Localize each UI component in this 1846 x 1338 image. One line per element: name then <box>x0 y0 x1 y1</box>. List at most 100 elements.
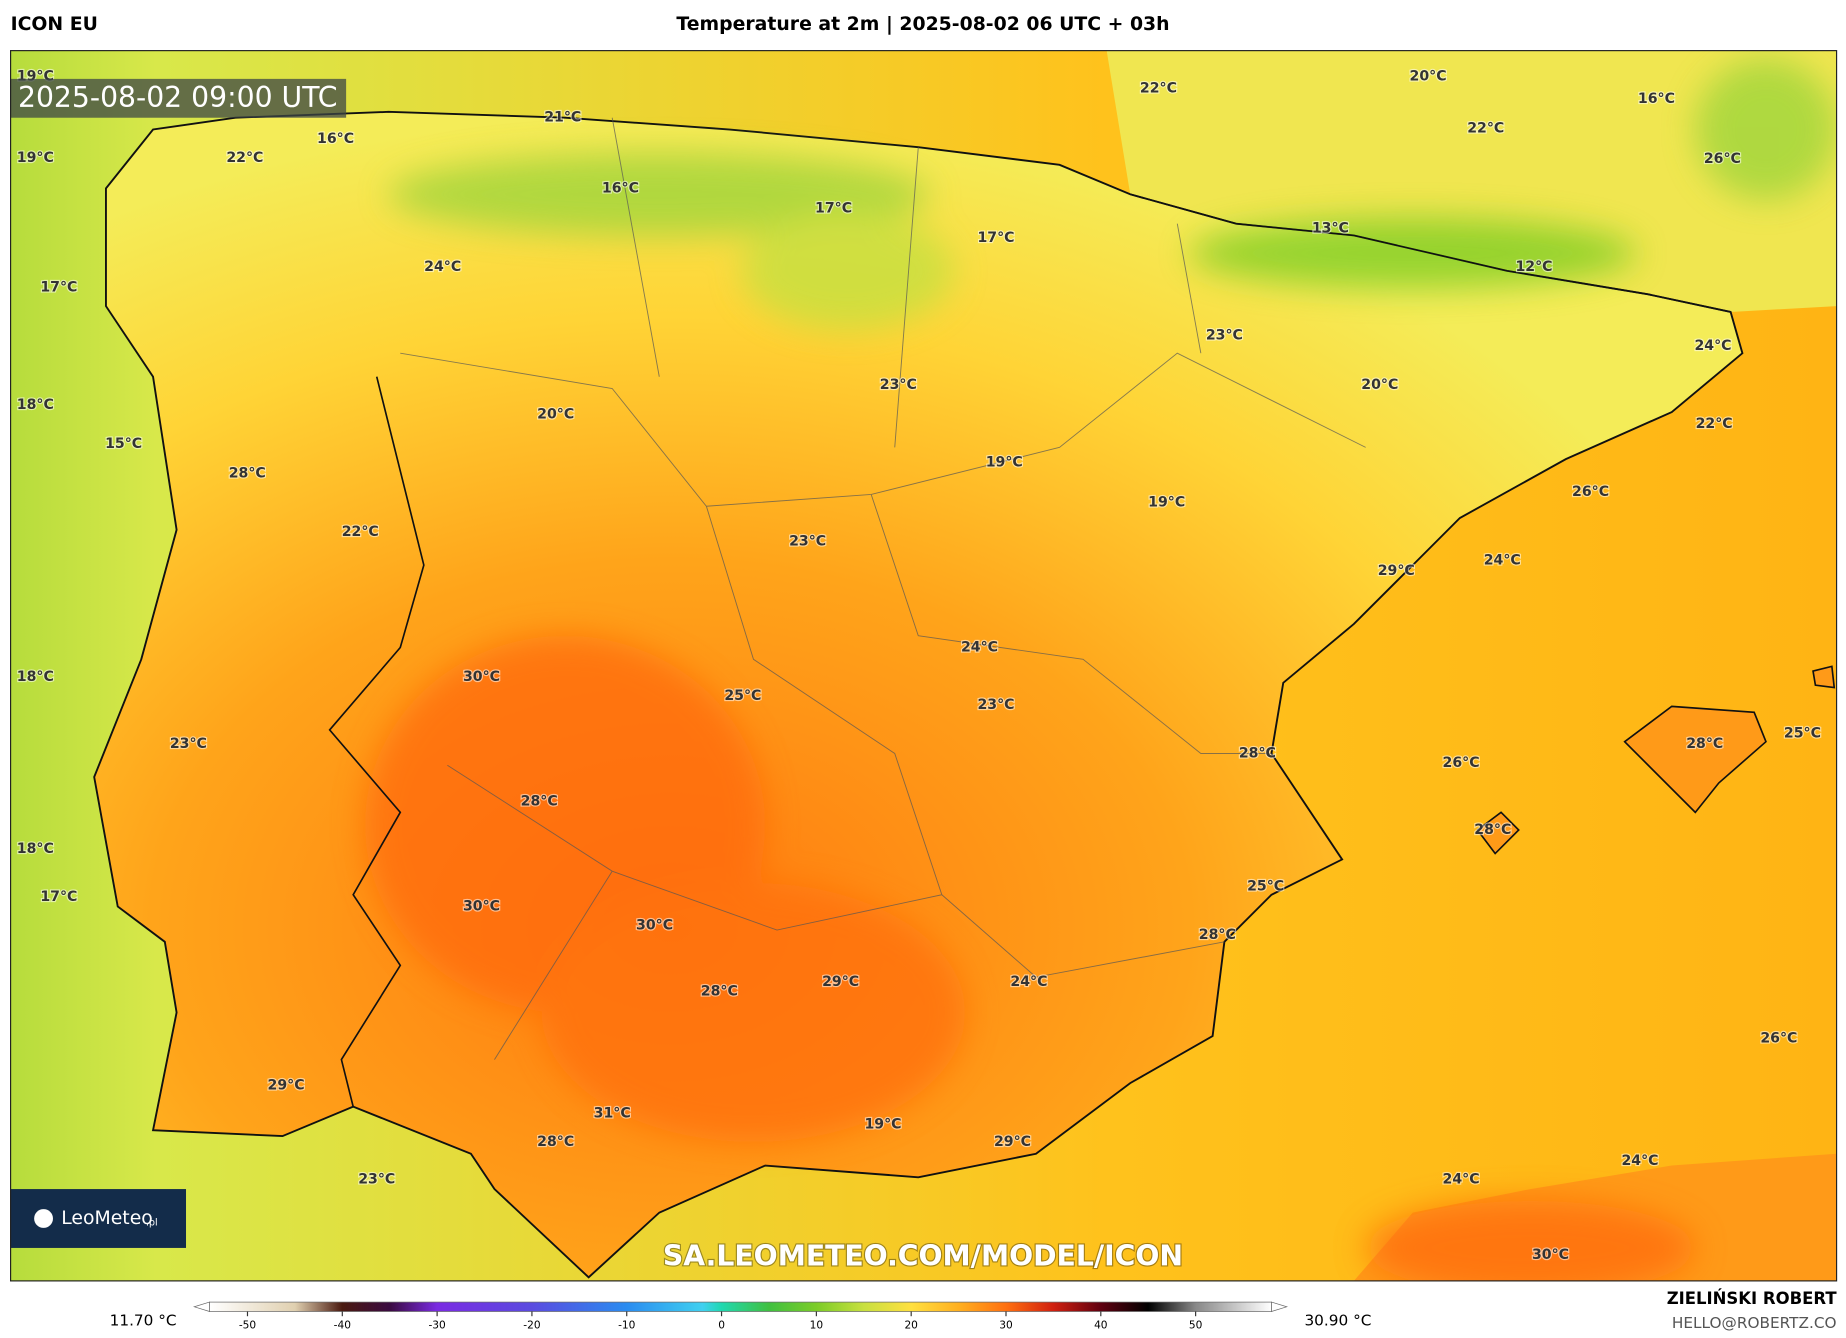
logo-text: LeoMeteo <box>61 1208 153 1229</box>
temperature-label: 23°C <box>880 377 917 393</box>
temperature-label: 20°C <box>1410 69 1447 85</box>
temperature-label: 25°C <box>1247 879 1284 895</box>
temperature-label: 28°C <box>1199 927 1236 943</box>
temperature-label: 22°C <box>1140 80 1177 96</box>
temperature-label: 17°C <box>40 279 77 295</box>
colorbar-left-end <box>193 1301 210 1312</box>
logo-suffix: .pl <box>146 1218 158 1229</box>
temperature-label: 30°C <box>636 917 673 933</box>
temperature-label: 15°C <box>105 436 142 452</box>
temperature-label: 29°C <box>822 974 859 990</box>
colorbar-tick-label: 10 <box>810 1320 824 1332</box>
temperature-label: 28°C <box>521 794 558 810</box>
temperature-label: 16°C <box>317 131 354 147</box>
temperature-label: 30°C <box>1532 1247 1569 1263</box>
colorbar-gradient <box>209 1301 1272 1312</box>
colorbar-right-end <box>1271 1301 1288 1312</box>
temperature-label: 28°C <box>701 983 738 999</box>
temperature-label: 13°C <box>1312 220 1349 236</box>
portugal-border <box>328 376 425 1107</box>
temperature-label: 19°C <box>986 455 1023 471</box>
temperature-label: 24°C <box>1484 552 1521 568</box>
temperature-label: 16°C <box>602 180 639 196</box>
temperature-label: 28°C <box>537 1134 574 1150</box>
temperature-label: 24°C <box>961 640 998 656</box>
regional-borders <box>400 117 1366 1060</box>
temperature-label: 22°C <box>1467 120 1504 136</box>
colorbar-tick-label: 20 <box>904 1320 918 1332</box>
temperature-label: 29°C <box>268 1077 305 1093</box>
colorbar-tick-label: -20 <box>523 1320 541 1332</box>
temperature-label: 28°C <box>229 465 266 481</box>
temperature-label: 26°C <box>1760 1030 1797 1046</box>
temperature-label: 20°C <box>1361 377 1398 393</box>
temperature-label: 31°C <box>594 1106 631 1122</box>
temperature-label: 28°C <box>1474 822 1511 838</box>
temperature-label: 29°C <box>994 1134 1031 1150</box>
temperature-label: 30°C <box>463 669 500 685</box>
temperature-label: 26°C <box>1572 484 1609 500</box>
temperature-label: 20°C <box>537 406 574 422</box>
author: ZIELIŃSKI ROBERT <box>1667 1289 1838 1308</box>
temperature-label: 25°C <box>724 688 761 704</box>
temperature-label: 24°C <box>1621 1153 1658 1169</box>
temperature-label: 23°C <box>1206 328 1243 344</box>
colorbar-tick-label: 50 <box>1189 1320 1203 1332</box>
temperature-label: 17°C <box>40 889 77 905</box>
contact: HELLO@ROBERTZ.CO <box>1672 1314 1837 1332</box>
temperature-label: 26°C <box>1443 755 1480 771</box>
temperature-label: 22°C <box>1696 416 1733 432</box>
colorbar-tick-label: -50 <box>239 1320 257 1332</box>
ibiza <box>1476 811 1520 855</box>
temperature-label: 17°C <box>977 230 1014 246</box>
temperature-label: 24°C <box>1010 974 1047 990</box>
colorbar-tick-label: 40 <box>1094 1320 1108 1332</box>
temperature-label: 22°C <box>226 150 263 166</box>
temperature-label: 12°C <box>1515 259 1552 275</box>
pyrenees-border <box>1129 193 1731 313</box>
temperature-label: 26°C <box>1704 151 1741 167</box>
temperature-label: 19°C <box>1148 495 1185 511</box>
timestamp-box <box>10 78 347 118</box>
temperature-label: 25°C <box>1784 725 1821 741</box>
colorbar: -50 -40 -30 -20 -10 0 10 20 30 40 50 <box>193 1301 1288 1332</box>
temperature-label: 21°C <box>544 110 581 126</box>
temperature-label: 24°C <box>424 259 461 275</box>
temperature-label: 22°C <box>342 524 379 540</box>
temperature-label: 29°C <box>1378 563 1415 579</box>
mallorca <box>1623 705 1767 814</box>
colorbar-tick-label: 30 <box>999 1320 1013 1332</box>
colorbar-tick-label: 0 <box>718 1320 725 1332</box>
temperature-label: 19°C <box>17 150 54 166</box>
temperature-label: 19°C <box>864 1116 901 1132</box>
temperature-label: 18°C <box>17 397 54 413</box>
temperature-label: 17°C <box>815 200 852 216</box>
colorbar-tick-label: -10 <box>618 1320 636 1332</box>
temperature-label: 24°C <box>1443 1172 1480 1188</box>
colorbar-min: 11.70 °C <box>110 1311 177 1329</box>
menorca <box>1812 665 1836 689</box>
temperature-label: 23°C <box>170 736 207 752</box>
model-name: ICON EU <box>11 14 98 35</box>
france <box>1106 50 1837 312</box>
temperature-label: 30°C <box>463 899 500 915</box>
temperature-labels: 19°C 21°C 16°C 22°C 19°C 16°C 17°C 17°C 22°C 20°C… <box>16 67 1823 1264</box>
temperature-label: 18°C <box>17 841 54 857</box>
colorbar-tick-label: -30 <box>428 1320 446 1332</box>
watermark: SA.LEOMETEO.COM/MODEL/ICON <box>663 1239 1183 1272</box>
temperature-label: 16°C <box>1638 91 1675 107</box>
temperature-shading <box>364 58 1837 1281</box>
temperature-label: 23°C <box>977 697 1014 713</box>
temperature-label: 23°C <box>358 1172 395 1188</box>
temperature-label: 24°C <box>1694 338 1731 354</box>
colorbar-tick-label: -40 <box>334 1320 352 1332</box>
timestamp: 2025-08-02 09:00 UTC <box>18 81 338 114</box>
colorbar-max: 30.90 °C <box>1304 1311 1371 1329</box>
temperature-label: 28°C <box>1239 745 1276 761</box>
temperature-label: 23°C <box>789 534 826 550</box>
map-title: Temperature at 2m | 2025-08-02 06 UTC + … <box>676 14 1169 35</box>
temperature-label: 18°C <box>17 669 54 685</box>
map-frame <box>10 50 1838 1282</box>
map-area: 19°C 21°C 16°C 22°C 19°C 16°C 17°C 17°C 22°C 20°C… <box>10 50 1837 1281</box>
